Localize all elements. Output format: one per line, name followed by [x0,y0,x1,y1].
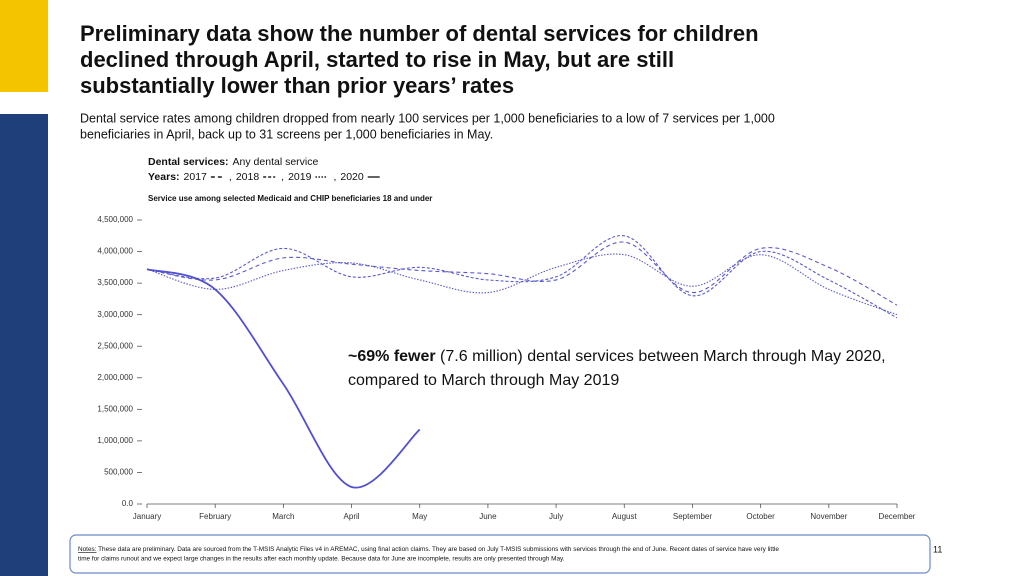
legend-entry: 2020 [340,171,364,183]
x-tick-label: October [746,512,775,521]
x-tick-label: August [612,512,638,521]
notes-line: time for claims runout and we expect lar… [78,556,565,563]
accent-blue [0,114,48,576]
x-tick-label: April [344,512,360,521]
legend-separator: , [333,171,336,183]
subtitle: beneficiaries in April, back up to 31 sc… [80,127,493,141]
title: Preliminary data show the number of dent… [80,21,759,98]
x-tick-label: November [810,512,847,521]
series-line [146,268,421,489]
x-tick-label: February [199,512,231,521]
chart-subtitle: Service use among selected Medicaid and … [148,194,432,203]
x-tick-label: September [673,512,712,521]
y-tick-label: 4,000,000 [97,247,133,256]
y-tick-label: 2,500,000 [97,341,133,350]
y-tick-label: 3,500,000 [97,278,133,287]
notes-label: Notes: [78,546,97,553]
legend-entry: 2019 [288,171,312,183]
annotation-text: (7.6 million) dental services between Ma… [436,348,886,365]
legend-separator: , [229,171,232,183]
page-number: 11 [933,544,942,554]
series-line [146,235,898,319]
series-line [146,241,898,306]
notes-box [69,534,931,574]
annotation-bold: ~69% fewer [348,348,436,365]
legend-label: Years: [148,171,180,183]
legend-entry: 2018 [236,171,260,183]
notes-text: These data are preliminary. Data are sou… [96,546,779,553]
series-line [146,253,898,316]
x-tick-label: June [479,512,497,521]
x-tick-label: July [549,512,563,521]
y-tick-label: 1,500,000 [97,404,133,413]
y-tick-label: 500,000 [104,468,133,477]
y-tick-label: 4,500,000 [97,215,133,224]
legend-label: Dental services: [148,156,229,168]
y-tick-label: 3,000,000 [97,310,133,319]
y-tick-label: 2,000,000 [97,373,133,382]
title-line: declined through April, started to rise … [80,47,674,72]
annotation-line: ~69% fewer (7.6 million) dental services… [348,348,886,365]
x-tick-label: March [272,512,294,521]
annotation-line: compared to March through May 2019 [348,372,619,389]
legend-entry: 2017 [184,171,208,183]
subtitle: Dental service rates among children drop… [80,111,775,125]
notes-line: Notes: These data are preliminary. Data … [78,546,779,553]
title-line: Preliminary data show the number of dent… [80,21,759,46]
y-tick-label: 1,000,000 [97,436,133,445]
accent-yellow [0,0,48,92]
x-tick-label: December [879,512,916,521]
annotation: ~69% fewer (7.6 million) dental services… [348,348,886,389]
legend-separator: , [281,171,284,183]
legend-label: Any dental service [233,156,319,168]
x-tick-label: May [412,512,427,521]
y-tick-label: 0.0 [122,499,134,508]
x-tick-label: January [133,512,161,521]
title-line: substantially lower than prior years’ ra… [80,73,514,98]
